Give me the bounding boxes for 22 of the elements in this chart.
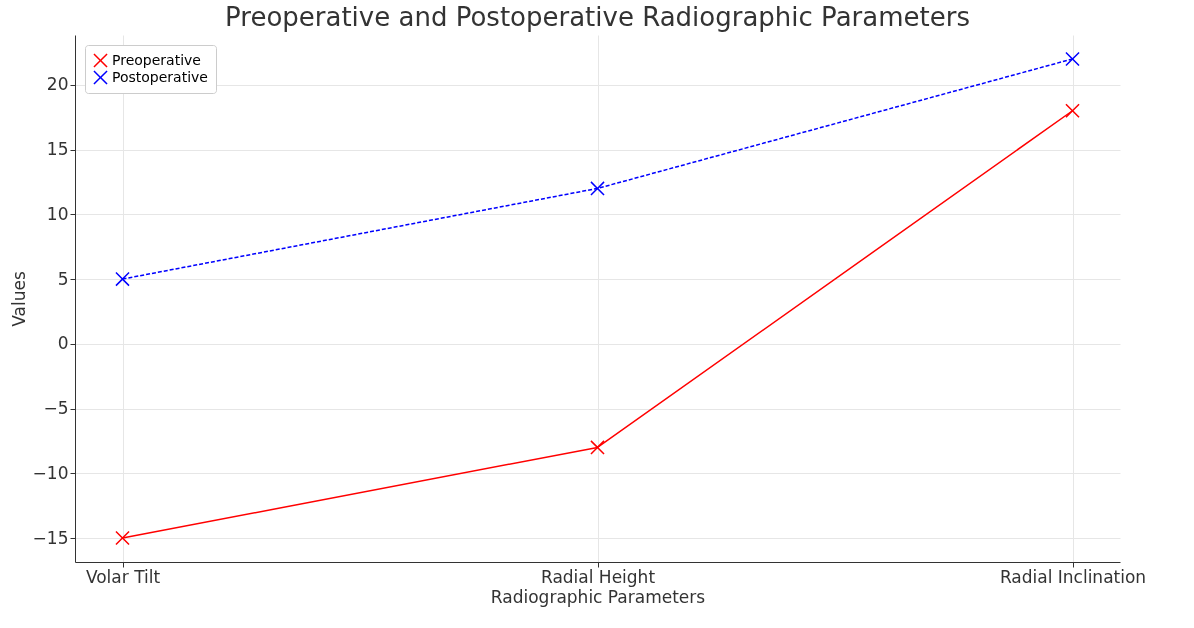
y-axis-title: Values bbox=[8, 271, 29, 327]
y-tick-label: −15 bbox=[32, 527, 69, 548]
y-tick-label: −10 bbox=[32, 462, 69, 483]
y-tick-label: 0 bbox=[57, 333, 69, 354]
x-axis-title: Radiographic Parameters bbox=[490, 586, 706, 607]
chart-title: Preoperative and Postoperative Radiographic Parameters bbox=[225, 2, 970, 32]
y-tick-label: −5 bbox=[43, 398, 69, 419]
legend-label: Postoperative bbox=[112, 68, 208, 85]
x-tick-label: Volar Tilt bbox=[85, 566, 161, 587]
point bbox=[1065, 51, 1080, 67]
x-tick-label: Radial Inclination bbox=[999, 566, 1147, 587]
point bbox=[115, 272, 130, 287]
legend-label: Preoperative bbox=[112, 51, 201, 68]
y-tick-label: 15 bbox=[46, 139, 69, 160]
y-tick-label: 5 bbox=[57, 268, 69, 289]
y-tick-label: 10 bbox=[46, 203, 69, 224]
y-tick-label: 20 bbox=[46, 74, 69, 95]
point bbox=[590, 440, 605, 455]
x-tick-label: Radial Height bbox=[540, 566, 656, 587]
point bbox=[590, 181, 605, 196]
point bbox=[1065, 103, 1080, 118]
point bbox=[115, 530, 130, 546]
